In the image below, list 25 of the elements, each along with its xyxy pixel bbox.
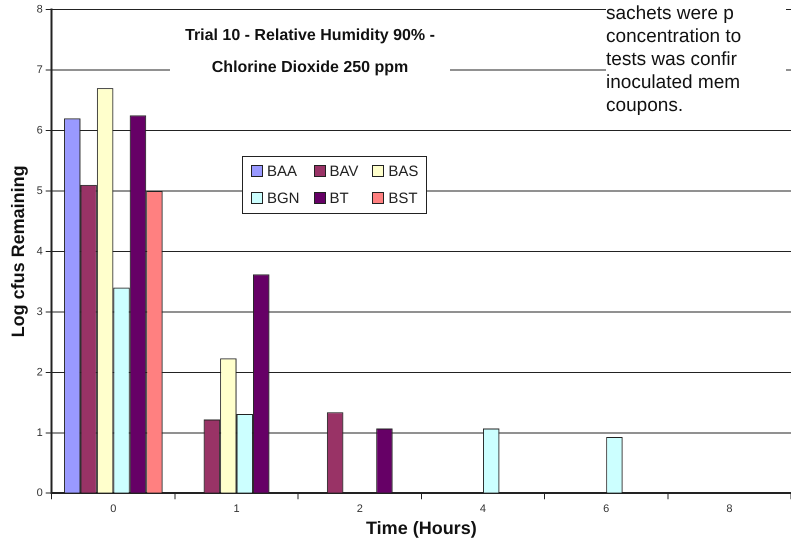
legend-label: BST [387,190,418,207]
y-tick-label: 4 [36,245,43,258]
y-tick-label: 1 [36,426,43,439]
y-tick-label: 6 [36,124,43,137]
annotation: sachets were p concentration to tests was confir inoculated mem coupons. [606,2,786,117]
x-tick-label: 8 [726,502,732,515]
y-tick-label: 8 [36,4,43,16]
legend-label: BAA [266,163,298,180]
legend-label: BAV [328,163,358,180]
legend-label: BAS [387,163,418,180]
y-tick-label: 5 [36,184,43,197]
text: Trial 10 - Relative Humidity 90% - Chlorine Dioxide 250 ppm [170,20,450,84]
legend-label: BGN [266,190,300,207]
y-tick-label: 3 [36,306,43,318]
x-tick-label: 2 [356,502,363,515]
x-tick-label: 6 [603,502,610,515]
x-tick-label: 4 [480,502,486,515]
legend-label: BT [328,190,350,207]
y-tick-label: 0 [36,487,43,500]
y-axis-title: Log cfus Remaining [8,165,28,338]
x-axis-title: Time (Hours) [366,518,477,538]
y-tick-label: 2 [36,366,43,378]
y-tick-label: 7 [36,64,43,76]
x-tick-label: 1 [233,502,240,515]
x-tick-label: 0 [110,502,116,515]
